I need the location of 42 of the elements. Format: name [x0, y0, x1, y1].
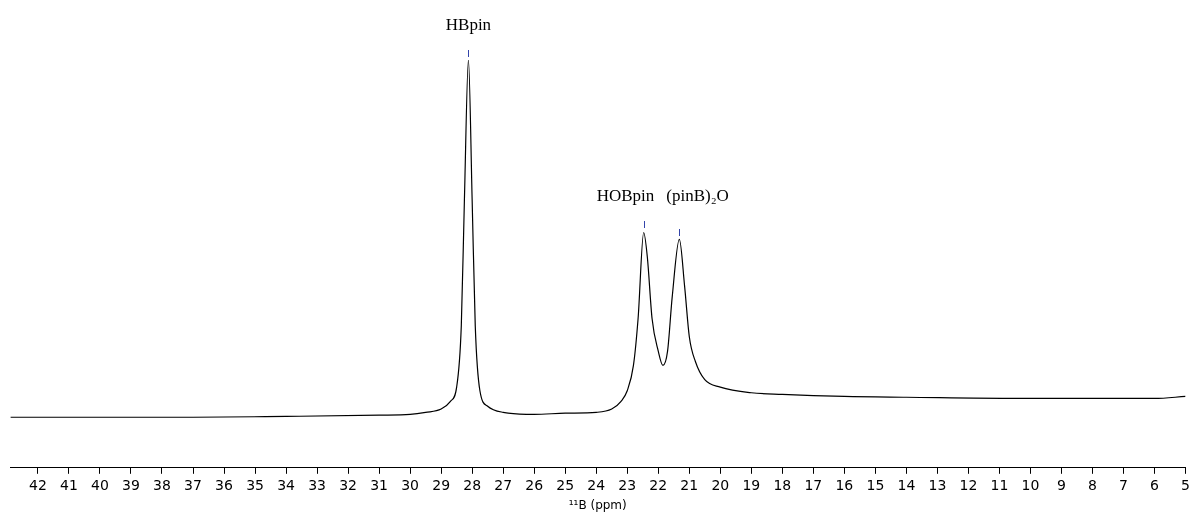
- annotation: HBpin: [445, 15, 492, 34]
- x-tick-label: 28: [463, 476, 482, 493]
- x-tick-label: 22: [649, 476, 668, 493]
- x-tick-label: 10: [1021, 476, 1040, 493]
- x-tick-label: 19: [742, 476, 761, 493]
- x-tick-label: 26: [525, 476, 544, 493]
- x-tick-label: 6: [1150, 476, 1160, 493]
- x-tick-label: 16: [835, 476, 854, 493]
- x-tick-label: 42: [29, 476, 47, 493]
- x-tick-label: 41: [60, 476, 78, 493]
- x-tick-label: 36: [215, 476, 234, 493]
- x-tick-label: 5: [1181, 476, 1191, 493]
- x-tick-label: 13: [928, 476, 947, 493]
- x-tick-label: 23: [618, 476, 637, 493]
- annotation: (pinB)₂O: [666, 186, 729, 206]
- x-tick-label: 30: [401, 476, 420, 493]
- x-tick-label: 33: [308, 476, 326, 493]
- x-tick-label: 7: [1119, 476, 1128, 493]
- x-tick-label: 27: [494, 476, 513, 493]
- x-tick-label: 20: [711, 476, 730, 493]
- x-tick-label: 24: [587, 476, 606, 493]
- x-tick-label: 18: [773, 476, 792, 493]
- x-tick-label: 17: [804, 476, 823, 493]
- x-tick-label: 29: [432, 476, 451, 493]
- x-tick-label: 40: [91, 476, 109, 493]
- x-tick-label: 14: [897, 476, 916, 493]
- x-tick-label: 12: [959, 476, 978, 493]
- x-tick-label: 9: [1057, 476, 1066, 493]
- x-tick-label: 31: [370, 476, 389, 493]
- x-tick-label: 32: [339, 476, 357, 493]
- x-tick-label: 38: [153, 476, 171, 493]
- x-tick-label: 25: [556, 476, 575, 493]
- x-tick-label: 21: [680, 476, 699, 493]
- annotation: HOBpin: [596, 186, 655, 206]
- x-tick-label: 37: [184, 476, 202, 493]
- x-axis-title: ¹¹B (ppm): [568, 497, 627, 512]
- x-tick-label: 35: [246, 476, 264, 493]
- x-tick-label: 11: [990, 476, 1009, 493]
- x-tick-label: 15: [866, 476, 885, 493]
- x-tick-label: 34: [277, 476, 296, 493]
- x-tick-label: 8: [1088, 476, 1097, 493]
- x-tick-label: 39: [122, 476, 140, 493]
